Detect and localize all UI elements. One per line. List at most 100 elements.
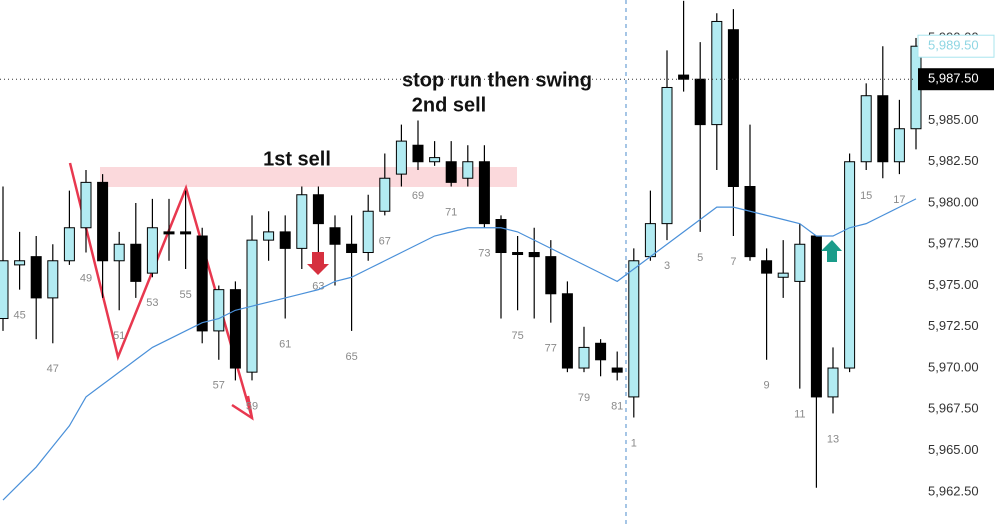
candle-body xyxy=(678,74,690,80)
zone-highlight xyxy=(100,167,517,187)
y-tick-label: 5,970.00 xyxy=(928,359,979,374)
candle-body xyxy=(279,231,291,249)
candle-body xyxy=(213,289,225,332)
candle-body xyxy=(512,252,524,256)
y-tick-label: 5,972.50 xyxy=(928,318,979,333)
candle-body xyxy=(445,161,457,183)
candle-body xyxy=(412,144,424,163)
candle-body xyxy=(528,252,540,258)
y-tick-label: 5,965.00 xyxy=(928,442,979,457)
annotation: stop run then swing xyxy=(402,69,592,91)
candle-body xyxy=(80,181,92,229)
candle-body xyxy=(196,235,208,332)
bar-number: 57 xyxy=(213,380,225,392)
candle-body xyxy=(661,86,673,225)
candle-body xyxy=(578,346,590,369)
candle-body xyxy=(561,293,573,369)
price-box xyxy=(917,34,995,58)
candle-body xyxy=(860,95,872,163)
y-tick-label: 5,967.50 xyxy=(928,401,979,416)
candle-body xyxy=(595,342,607,361)
bar-number: 79 xyxy=(578,392,590,404)
candle-body xyxy=(711,20,723,126)
bar-number: 53 xyxy=(146,297,158,309)
candle-body xyxy=(362,210,374,254)
candle-body xyxy=(429,157,441,163)
y-tick-label: 5,962.50 xyxy=(928,483,979,498)
bar-number: 65 xyxy=(345,351,357,363)
y-tick-label: 5,980.00 xyxy=(928,194,979,209)
price-box xyxy=(918,68,994,91)
sell-arrow xyxy=(307,252,329,275)
candle-body xyxy=(379,177,391,212)
candle-body xyxy=(694,78,706,126)
y-tick-label: 5,975.00 xyxy=(928,277,979,292)
candle-body xyxy=(163,231,175,235)
bar-number: 49 xyxy=(80,272,92,284)
bar-number: 5 xyxy=(697,252,703,264)
bar-number: 55 xyxy=(179,289,191,301)
candle-body xyxy=(329,227,341,245)
bar-number: 63 xyxy=(312,281,324,293)
candle-body xyxy=(0,260,9,320)
bar-number: 45 xyxy=(13,310,25,322)
y-tick-label: 5,977.50 xyxy=(928,236,979,251)
bar-number: 61 xyxy=(279,338,291,350)
candle-body xyxy=(14,260,26,266)
candle-body xyxy=(462,161,474,179)
candle-body xyxy=(146,227,158,274)
candle-body xyxy=(810,235,822,398)
candle-body xyxy=(877,95,889,163)
annotation: 1st sell xyxy=(263,148,331,170)
moving-average xyxy=(2,198,917,501)
candle-body xyxy=(628,260,640,398)
bar-number: 67 xyxy=(379,235,391,247)
candle-body xyxy=(495,219,507,254)
candle-body xyxy=(30,256,42,299)
candle-body xyxy=(97,181,109,262)
candle-body xyxy=(794,243,806,282)
candle-body xyxy=(727,29,739,187)
bar-number: 1 xyxy=(631,437,637,449)
candle-body xyxy=(263,231,275,241)
candle-body xyxy=(744,185,756,258)
candle-body xyxy=(478,161,490,225)
bar-number: 69 xyxy=(412,190,424,202)
bar-number: 11 xyxy=(794,409,805,421)
candle-body xyxy=(893,128,905,163)
bar-number: 81 xyxy=(611,400,623,412)
annotation: 2nd sell xyxy=(412,94,486,116)
bar-number: 15 xyxy=(860,190,872,202)
candle-body xyxy=(611,367,623,373)
candle-body xyxy=(296,194,308,249)
y-tick-label: 5,982.50 xyxy=(928,153,979,168)
bar-number: 77 xyxy=(545,343,557,355)
price-label: 5,987.50 xyxy=(928,71,979,86)
bar-number: 73 xyxy=(478,248,490,260)
bar-number: 71 xyxy=(445,206,457,218)
candle-body xyxy=(113,243,125,262)
zigzag-arrowhead xyxy=(231,395,254,421)
candle-body xyxy=(180,231,192,235)
price-label: 5,989.50 xyxy=(928,38,979,53)
candle-body xyxy=(827,367,839,398)
bar-number: 59 xyxy=(246,400,258,412)
buy-arrow xyxy=(821,240,842,262)
candle-body xyxy=(346,243,358,254)
plot: 5,962.50 5,965.00 5,967.50 5,970.00 5,972.50… xyxy=(0,0,979,501)
candle-body xyxy=(844,161,856,369)
candle-body xyxy=(761,260,773,274)
candle-body xyxy=(395,140,407,175)
candle-body xyxy=(545,256,557,295)
bar-number: 17 xyxy=(893,194,905,206)
bar-number: 9 xyxy=(764,380,770,392)
y-tick-label: 5,985.00 xyxy=(928,112,979,127)
bar-number: 3 xyxy=(664,260,670,272)
candle-body xyxy=(130,243,142,282)
markers-layer: stop run then swing 2nd sell 1st sell 5,… xyxy=(0,34,995,275)
candle-body xyxy=(777,272,789,278)
candle-body xyxy=(312,194,324,225)
candle-body xyxy=(47,260,59,299)
bar-number: 51 xyxy=(113,330,125,342)
